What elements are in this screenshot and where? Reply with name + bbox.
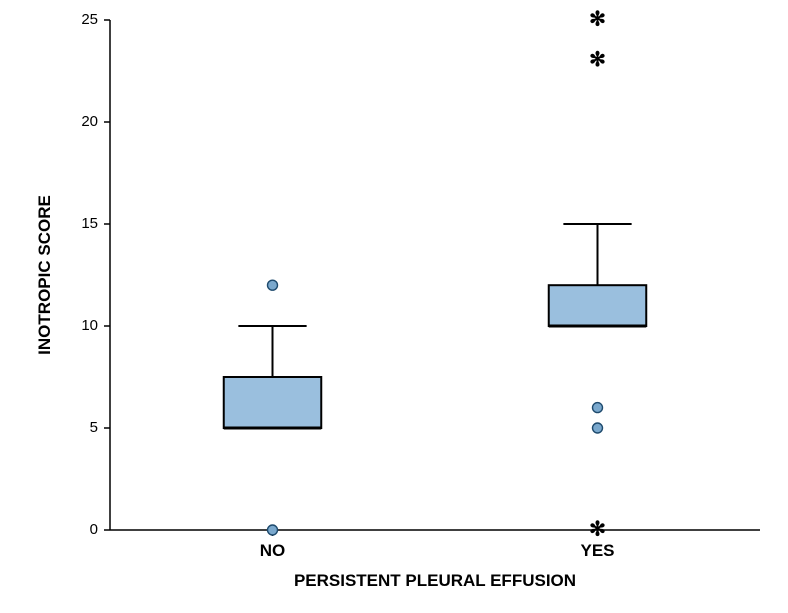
x-axis-label: PERSISTENT PLEURAL EFFUSION <box>294 571 576 590</box>
box-rect <box>549 285 647 326</box>
y-tick-label: 20 <box>81 113 98 130</box>
box-yes: ✻ ✻ 6 5 ✻ <box>549 8 647 540</box>
box-rect <box>224 377 322 428</box>
y-tick-label: 5 <box>90 419 98 436</box>
x-tick-label: NO <box>260 541 286 560</box>
y-tick-label: 15 <box>81 215 98 232</box>
y-axis-label: INOTROPIC SCORE <box>35 195 54 355</box>
y-tick-label: 25 <box>81 11 98 28</box>
outlier-star: ✻ <box>589 8 606 30</box>
x-tick-label: YES <box>580 541 614 560</box>
box-no: 12 0 <box>224 280 322 535</box>
outlier-star: ✻ <box>589 49 606 71</box>
boxplot-chart: 0 5 10 15 20 25 NO YESPERSISTENT PLEURAL EFFUSI… <box>0 0 788 613</box>
outlier-circle: 0 <box>268 525 278 535</box>
outlier-circle: 5 <box>593 423 603 433</box>
outlier-star: ✻ <box>589 518 606 540</box>
y-tick-label: 0 <box>90 521 98 538</box>
outlier-circle: 6 <box>593 403 603 413</box>
y-tick-label: 10 <box>81 317 98 334</box>
outlier-circle: 12 <box>268 280 278 290</box>
